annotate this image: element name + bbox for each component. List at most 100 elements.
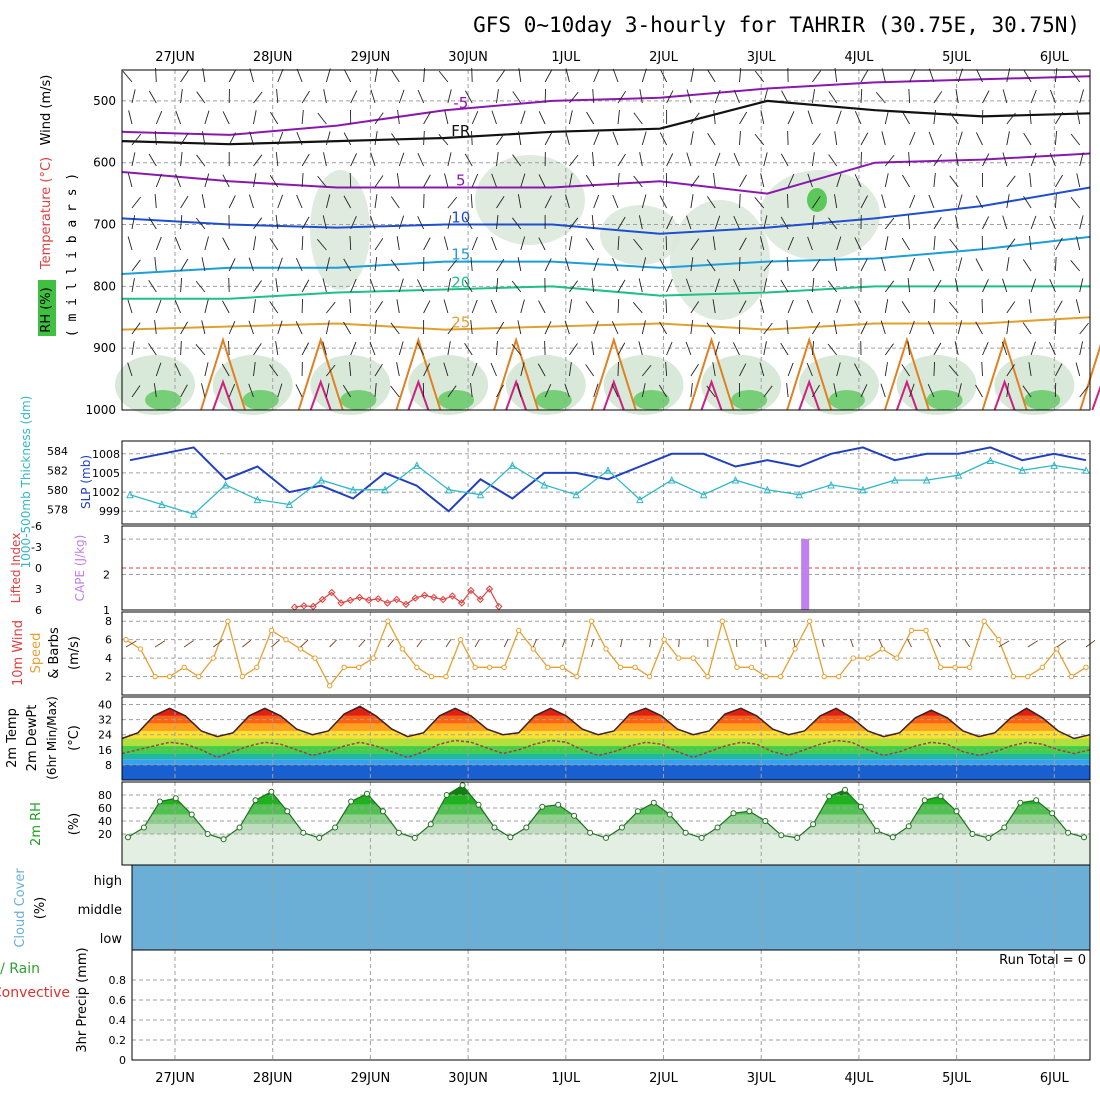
surface-contour	[395, 336, 442, 411]
wind-barb	[585, 301, 595, 314]
wind-barb	[836, 173, 842, 188]
wind-barb	[760, 173, 765, 188]
wind-barb	[1079, 278, 1084, 293]
thickness-point	[476, 490, 485, 499]
wind-barb	[884, 280, 895, 293]
wind-barb	[811, 278, 815, 293]
wind-barb	[975, 132, 983, 146]
wind-barb	[712, 362, 716, 377]
wind-barb	[617, 153, 626, 167]
surface-wind-barb	[125, 640, 137, 648]
wind-barb	[496, 196, 505, 209]
wind-barb	[343, 69, 352, 83]
wind-barb	[641, 364, 652, 377]
surface-wind-barb	[998, 640, 1010, 648]
wind-barb	[491, 236, 497, 251]
wind-barb	[617, 298, 620, 314]
wind-barb	[763, 341, 767, 356]
wind-point	[196, 673, 202, 680]
wind-barb	[317, 112, 327, 125]
rh-point	[300, 829, 307, 836]
wind-barb	[732, 342, 740, 356]
rh-point	[810, 821, 817, 828]
contour-label: FR	[451, 122, 470, 140]
wind-point	[1010, 673, 1016, 680]
wind-barb	[248, 194, 254, 209]
rh-point	[364, 790, 370, 797]
wind-barb	[396, 236, 400, 251]
wind-barb	[374, 320, 377, 335]
wind-barb	[269, 238, 279, 251]
wind-barb	[277, 320, 283, 335]
wind-barb	[496, 152, 499, 167]
precip-tick-label: 0.2	[109, 1034, 127, 1047]
wind-barb	[1028, 236, 1032, 251]
wind-barb	[569, 154, 579, 167]
rh-point	[284, 808, 291, 815]
surface-wind-barb	[532, 638, 538, 648]
rh-point	[969, 831, 976, 837]
wind-barb	[398, 152, 405, 167]
day-label-bottom: 29JUN	[351, 1071, 391, 1086]
contour-line-10	[121, 186, 1091, 235]
wind-barb	[812, 70, 821, 83]
wind-barb	[806, 362, 813, 377]
upper-ylabel-wind: Wind (m/s)	[39, 75, 54, 146]
wind-barb	[1002, 152, 1008, 167]
rh-point	[1033, 797, 1040, 804]
day-label-top: 2JUL	[649, 50, 679, 65]
wind-barb	[374, 131, 378, 146]
rh-patch	[438, 390, 475, 410]
wind-barb	[884, 110, 889, 125]
wind-barb	[860, 384, 868, 398]
slp-axis-label: SLP (mb)	[79, 455, 93, 509]
pressure-tick-label: 500	[93, 94, 116, 108]
wind-barb	[954, 341, 959, 356]
wind-barb	[544, 258, 552, 272]
wind-barb	[564, 257, 570, 272]
thickness-point	[763, 485, 772, 494]
surface-contour	[212, 379, 234, 411]
thickness-point	[1018, 466, 1027, 474]
wind-barb	[807, 110, 813, 125]
rh-point	[523, 824, 530, 831]
wind-barb	[617, 236, 620, 251]
wind-barb	[739, 237, 747, 251]
wind-barb	[706, 196, 716, 209]
wind-barb	[296, 131, 303, 146]
thickness-point	[922, 475, 931, 484]
thickness-point	[189, 510, 198, 518]
wind-barb	[517, 383, 522, 398]
wind-barb	[957, 257, 963, 272]
wind-barb	[787, 299, 794, 314]
wind-point	[501, 664, 507, 671]
wind-barb	[538, 111, 546, 125]
rh-point	[1065, 829, 1072, 836]
wind-barb	[249, 68, 254, 83]
wind-barb	[593, 131, 600, 146]
contour-label: 10	[451, 209, 470, 227]
rh-point	[491, 824, 498, 831]
wind-point	[734, 664, 740, 671]
wind-barb	[982, 153, 990, 167]
wind-barb	[586, 111, 595, 125]
temp-band	[122, 759, 1090, 765]
thickness-point	[1082, 466, 1090, 474]
rh-point	[443, 792, 450, 798]
wind-barb	[1006, 301, 1016, 314]
wind-barb	[204, 299, 209, 314]
wind-barb	[786, 193, 789, 209]
wind-point	[705, 673, 711, 680]
rh-point	[698, 834, 705, 841]
surface-wind-barb	[183, 640, 194, 648]
wind-barb	[471, 130, 473, 146]
wind-barb	[612, 257, 619, 272]
wind-barb	[612, 194, 619, 209]
wind-barb	[276, 89, 279, 104]
wind-barb	[131, 385, 141, 398]
li-line	[294, 587, 500, 608]
wind-barb	[1055, 111, 1064, 125]
wind-barb	[638, 215, 643, 230]
wind-barb	[617, 91, 627, 104]
wind-barb	[520, 236, 526, 251]
